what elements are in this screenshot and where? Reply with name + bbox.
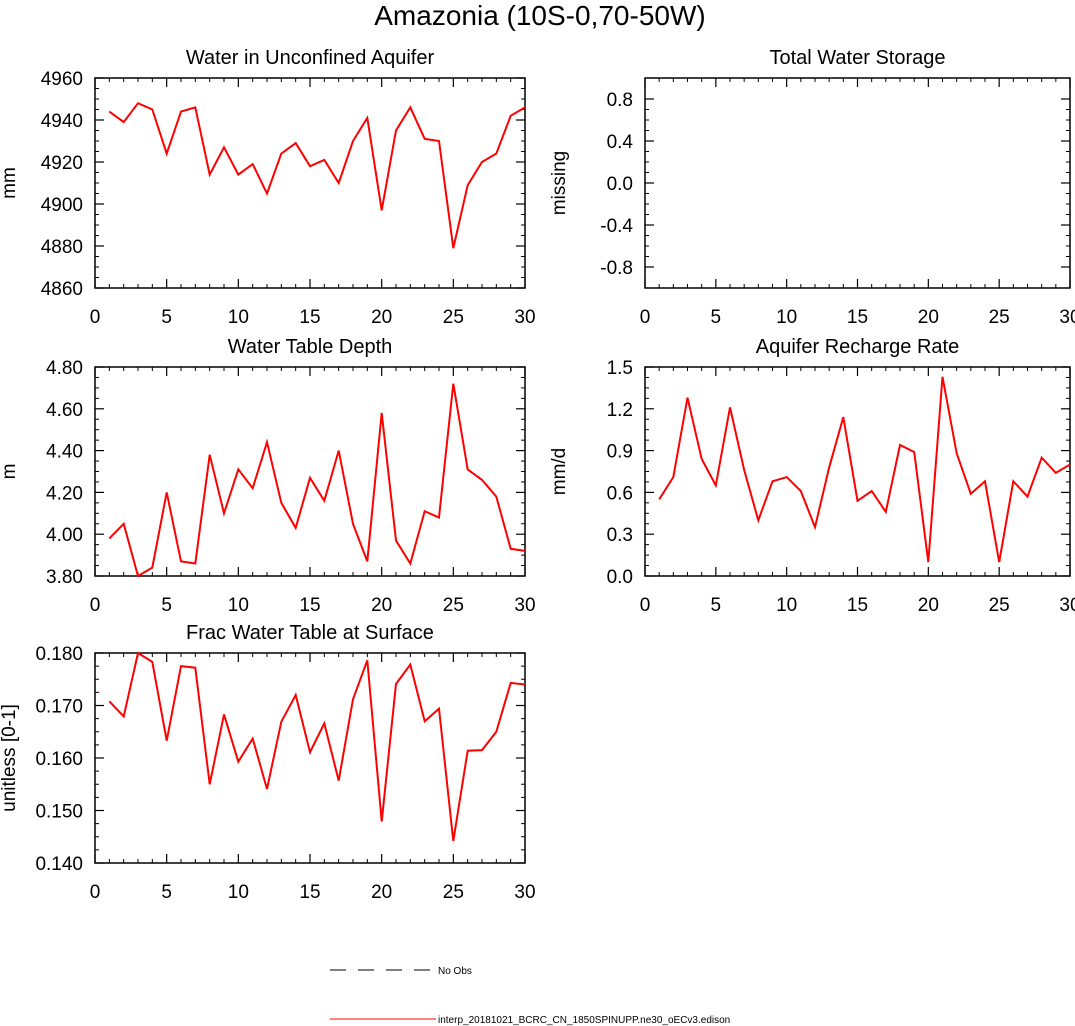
x-tick-label: 25 — [443, 595, 464, 616]
x-tick-label: 20 — [918, 595, 939, 616]
y-tick-label: 4.20 — [46, 483, 83, 504]
x-tick-label: 0 — [90, 882, 101, 903]
x-tick-label: 20 — [918, 307, 939, 328]
x-tick-label: 20 — [371, 307, 392, 328]
y-tick-label: 0.4 — [607, 132, 634, 153]
y-tick-label: 0.140 — [35, 854, 83, 875]
x-tick-label: 5 — [161, 307, 172, 328]
x-tick-label: 25 — [989, 595, 1010, 616]
panel-2: Total Water Storage 0 5 10 15 20 25 30 -0.8 -0.4 0… — [549, 47, 1075, 328]
y-tick-label: 0.6 — [607, 483, 633, 504]
x-tick-label: 10 — [228, 595, 249, 616]
y-axis-label: mm — [0, 167, 20, 199]
x-tick-label: 25 — [443, 882, 464, 903]
series-line — [108, 101, 526, 249]
panel-title: Aquifer Recharge Rate — [756, 336, 959, 358]
x-tick-label: 20 — [371, 595, 392, 616]
panel-3: Water Table Depth 0 5 10 15 20 25 30 3.80 4.00 4.2… — [0, 336, 536, 616]
y-axis-label: unitless [0-1] — [0, 704, 20, 812]
y-tick-label: 0.0 — [607, 174, 633, 195]
x-tick-label: 0 — [90, 307, 101, 328]
plot-frame — [94, 77, 526, 289]
series-line — [108, 383, 526, 578]
y-tick-label: 4.00 — [46, 525, 83, 546]
figure-title: Amazonia (10S-0,70-50W) — [374, 0, 705, 31]
y-tick-label: 0.3 — [607, 525, 633, 546]
x-tick-label: 15 — [299, 307, 320, 328]
x-tick-label: 10 — [228, 882, 249, 903]
x-tick-label: 5 — [161, 595, 172, 616]
plot-frame — [94, 366, 526, 577]
y-axis-label: m — [0, 464, 20, 480]
plot-frame — [94, 652, 526, 864]
x-tick-label: 20 — [371, 882, 392, 903]
y-tick-label: 0.8 — [607, 90, 633, 111]
x-tick-label: 10 — [776, 307, 797, 328]
y-axis-label: missing — [549, 151, 570, 215]
y-tick-label: 0.160 — [35, 749, 83, 770]
plot-frame — [644, 77, 1071, 289]
x-tick-label: 15 — [847, 595, 868, 616]
y-tick-label: 0.0 — [607, 567, 633, 588]
y-tick-label: 4.80 — [46, 358, 83, 379]
y-tick-label: 4880 — [41, 237, 83, 258]
y-tick-label: 4.60 — [46, 400, 83, 421]
panel-1: Water in Unconfined Aquifer 0 5 10 15 20 25 30 4… — [0, 47, 536, 328]
x-tick-label: 30 — [1059, 307, 1075, 328]
panel-title: Water in Unconfined Aquifer — [186, 47, 435, 69]
series-line — [658, 376, 1071, 563]
y-axis-label: mm/d — [549, 448, 570, 496]
x-tick-label: 5 — [711, 307, 722, 328]
x-tick-label: 25 — [989, 307, 1010, 328]
y-tick-label: 0.180 — [35, 644, 83, 665]
y-tick-label: 0.170 — [35, 697, 83, 718]
panels: Water in Unconfined Aquifer 0 5 10 15 20 25 30 4… — [0, 47, 1075, 903]
x-tick-label: 15 — [299, 882, 320, 903]
legend-label-series: interp_20181021_BCRC_CN_1850SPINUPP.ne30… — [438, 1015, 730, 1026]
x-tick-label: 30 — [1059, 595, 1075, 616]
y-tick-label: 3.80 — [46, 567, 83, 588]
y-tick-label: 1.2 — [607, 400, 633, 421]
panel-title: Water Table Depth — [228, 336, 393, 358]
y-tick-label: 4.40 — [46, 442, 83, 463]
x-tick-label: 10 — [228, 307, 249, 328]
y-tick-label: 4900 — [41, 195, 83, 216]
x-tick-label: 10 — [776, 595, 797, 616]
y-tick-label: 4860 — [41, 279, 83, 300]
series-line — [108, 651, 526, 842]
y-tick-label: 0.150 — [35, 802, 83, 823]
y-tick-label: 0.9 — [607, 442, 633, 463]
x-tick-label: 0 — [640, 307, 651, 328]
panel-title: Total Water Storage — [769, 47, 945, 69]
x-tick-label: 0 — [640, 595, 651, 616]
x-tick-label: 15 — [299, 595, 320, 616]
y-tick-label: -0.8 — [600, 258, 633, 279]
x-tick-label: 25 — [443, 307, 464, 328]
y-tick-label: 4940 — [41, 111, 83, 132]
x-tick-label: 5 — [711, 595, 722, 616]
x-tick-label: 30 — [514, 882, 535, 903]
panel-5: Frac Water Table at Surface 0 5 10 15 20 25 30 0… — [0, 622, 536, 903]
legend-label-no-obs: No Obs — [438, 966, 472, 977]
legend: No Obs interp_20181021_BCRC_CN_1850SPINU… — [330, 966, 730, 1026]
y-tick-label: -0.4 — [600, 216, 633, 237]
y-tick-label: 4960 — [41, 69, 83, 90]
x-tick-label: 5 — [161, 882, 172, 903]
x-tick-label: 30 — [514, 307, 535, 328]
panel-4: Aquifer Recharge Rate 0 5 10 15 20 25 30 0.0 0.3 0… — [549, 336, 1075, 616]
y-tick-label: 4920 — [41, 153, 83, 174]
x-tick-label: 0 — [90, 595, 101, 616]
panel-title: Frac Water Table at Surface — [186, 622, 434, 644]
y-tick-label: 1.5 — [607, 358, 633, 379]
x-tick-label: 15 — [847, 307, 868, 328]
x-tick-label: 30 — [514, 595, 535, 616]
